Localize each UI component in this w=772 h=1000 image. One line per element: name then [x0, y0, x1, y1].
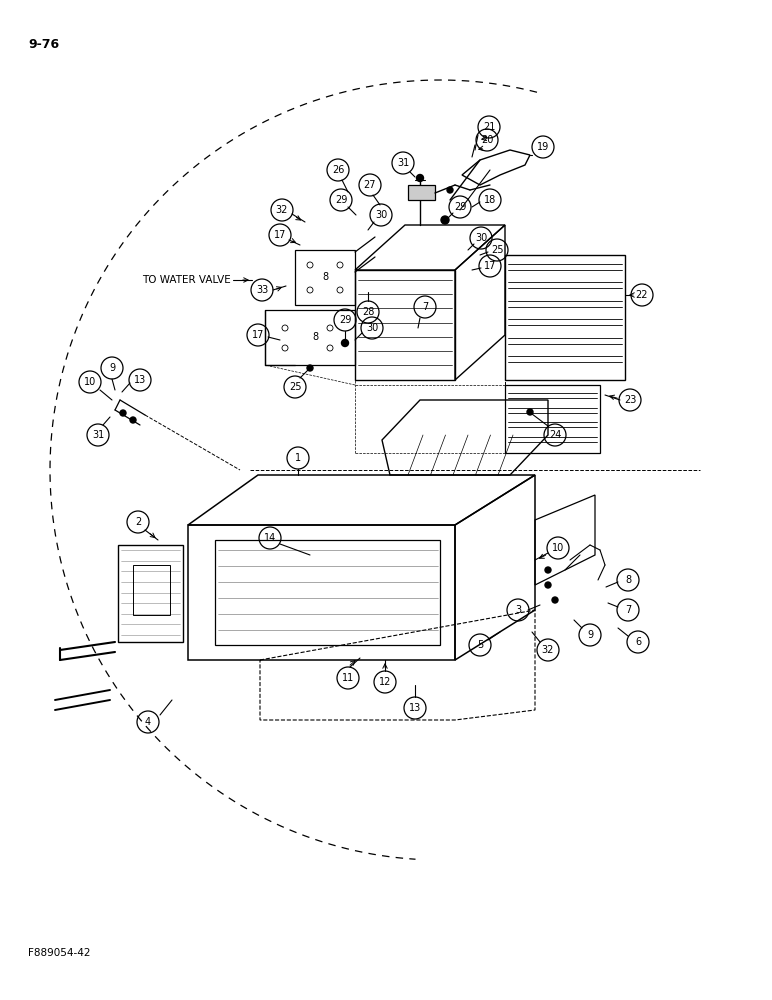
Circle shape: [545, 582, 551, 588]
Text: 30: 30: [475, 233, 487, 243]
Text: 29: 29: [339, 315, 351, 325]
Text: 25: 25: [289, 382, 301, 392]
Text: 9: 9: [587, 630, 593, 640]
Text: 32: 32: [542, 645, 554, 655]
Circle shape: [307, 365, 313, 371]
Circle shape: [341, 340, 348, 347]
Text: 4: 4: [145, 717, 151, 727]
Text: 18: 18: [484, 195, 496, 205]
Text: 8: 8: [312, 332, 318, 342]
Text: 10: 10: [552, 543, 564, 553]
Text: 31: 31: [92, 430, 104, 440]
Text: 2: 2: [135, 517, 141, 527]
Text: 31: 31: [397, 158, 409, 168]
Text: 20: 20: [481, 135, 493, 145]
Text: 9-76: 9-76: [28, 38, 59, 51]
Text: F889054-42: F889054-42: [28, 948, 90, 958]
Text: 6: 6: [635, 637, 641, 647]
Text: 8: 8: [322, 272, 328, 282]
Text: 7: 7: [422, 302, 428, 312]
Text: 1: 1: [295, 453, 301, 463]
Text: 29: 29: [335, 195, 347, 205]
Text: 10: 10: [84, 377, 96, 387]
Text: 7: 7: [625, 605, 631, 615]
Text: 19: 19: [537, 142, 549, 152]
Text: 9: 9: [109, 363, 115, 373]
Text: 22: 22: [636, 290, 648, 300]
Text: 25: 25: [491, 245, 503, 255]
Text: 23: 23: [624, 395, 636, 405]
Text: 14: 14: [264, 533, 276, 543]
Circle shape: [527, 409, 533, 415]
Circle shape: [545, 567, 551, 573]
Text: 32: 32: [276, 205, 288, 215]
Text: 13: 13: [409, 703, 421, 713]
Circle shape: [130, 417, 136, 423]
Text: 11: 11: [342, 673, 354, 683]
Text: 33: 33: [256, 285, 268, 295]
Text: 27: 27: [364, 180, 376, 190]
Circle shape: [441, 216, 449, 224]
Text: 30: 30: [366, 323, 378, 333]
Circle shape: [120, 410, 126, 416]
Text: 3: 3: [515, 605, 521, 615]
Text: 28: 28: [362, 307, 374, 317]
Text: 26: 26: [332, 165, 344, 175]
Polygon shape: [408, 185, 435, 200]
Text: 17: 17: [484, 261, 496, 271]
Circle shape: [417, 174, 424, 182]
Circle shape: [447, 187, 453, 193]
Text: TO WATER VALVE: TO WATER VALVE: [142, 275, 231, 285]
Text: 30: 30: [375, 210, 387, 220]
Text: 24: 24: [549, 430, 561, 440]
Text: 13: 13: [134, 375, 146, 385]
Text: 12: 12: [379, 677, 391, 687]
Text: 17: 17: [274, 230, 286, 240]
Circle shape: [552, 597, 558, 603]
Text: 5: 5: [477, 640, 483, 650]
Text: 21: 21: [482, 122, 495, 132]
Text: 17: 17: [252, 330, 264, 340]
Text: 29: 29: [454, 202, 466, 212]
Text: 8: 8: [625, 575, 631, 585]
